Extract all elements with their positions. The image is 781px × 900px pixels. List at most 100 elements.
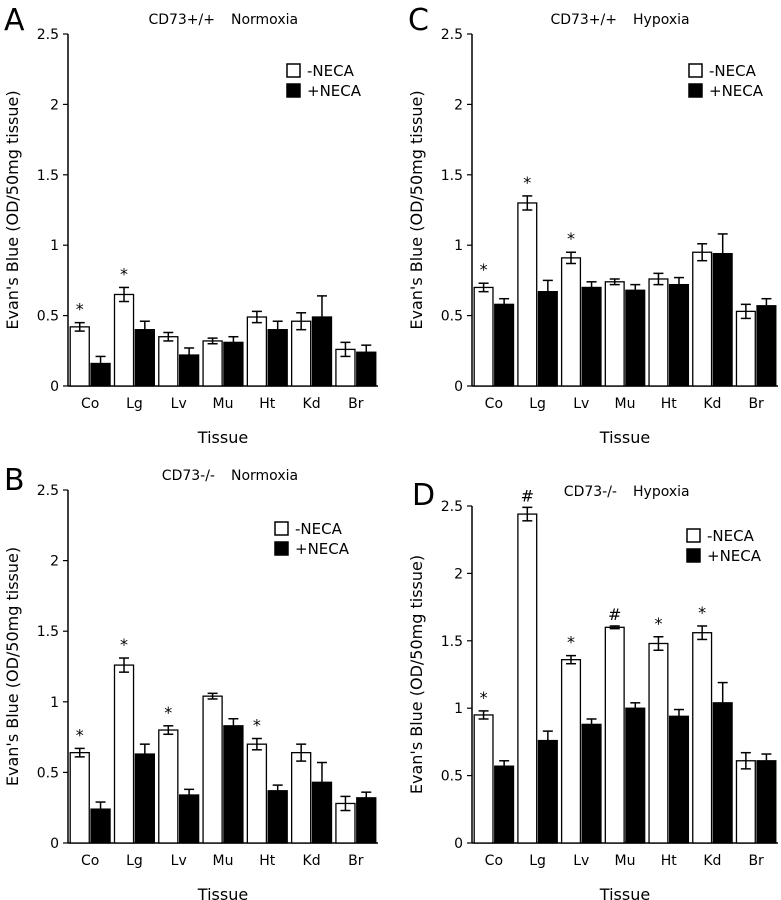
category-label: Br	[348, 396, 364, 412]
legend-label: +NECA	[295, 540, 350, 558]
bar-neca-lg	[537, 739, 558, 844]
significance-marker: *	[253, 716, 261, 735]
significance-marker: *	[76, 725, 84, 744]
bar-neca-lg	[537, 291, 558, 387]
bar-neca-co	[494, 303, 515, 387]
y-tick-label: 1.5	[37, 624, 59, 640]
legend-swatch	[688, 63, 703, 78]
category-label: Co	[485, 396, 503, 412]
legend-swatch	[688, 83, 703, 98]
category-label: Lg	[529, 853, 546, 869]
category-label: Mu	[615, 853, 636, 869]
y-axis-label: Evan's Blue (OD/50mg tissue)	[3, 90, 22, 329]
bar-neca-mu	[625, 707, 646, 844]
bar-neca-lg	[113, 293, 135, 387]
significance-marker: *	[567, 633, 575, 652]
bar-neca-mu	[202, 340, 223, 387]
category-label: Co	[81, 396, 99, 412]
panel-a: A CD73+/+ Normoxia 0 0.5 1 1.5 2 2.5 Evan's Blue …	[3, 3, 378, 447]
category-label: Ht	[661, 853, 678, 869]
bar-neca-br	[735, 760, 756, 844]
category-label: Lg	[126, 396, 143, 412]
category-label: Mu	[615, 396, 636, 412]
bar-neca-co	[69, 326, 90, 387]
y-tick-label: 0	[454, 836, 463, 852]
y-tick-label: 2	[50, 97, 59, 113]
y-tick-label: 1	[50, 238, 59, 254]
bar-neca-ht	[668, 715, 690, 844]
panel-c: C CD73+/+ Hypoxia 0 0.5 1 1.5 2 2.5 Evan's Blue (…	[407, 3, 778, 447]
y-tick-label: 2.5	[441, 27, 463, 43]
chart-title-genotype: CD73+/+	[550, 12, 617, 28]
bar-neca-ht	[648, 642, 669, 844]
panel-d: D CD73-/- Hypoxia 0 0.5 1 1.5 2 2.5 Evan's Blue (…	[407, 478, 778, 900]
bar-neca-mu	[604, 626, 625, 844]
category-label: Kd	[703, 396, 721, 412]
panel-letter: A	[4, 3, 25, 38]
bar-neca-lv	[581, 723, 602, 844]
y-axis-label: Evan's Blue (OD/50mg tissue)	[3, 547, 22, 786]
bar-neca-br	[735, 310, 756, 387]
significance-marker: *	[120, 264, 128, 283]
panel-letter: D	[412, 478, 435, 513]
legend-label: +NECA	[709, 82, 764, 100]
chart-title-genotype: CD73-/-	[162, 468, 215, 484]
legend-label: +NECA	[707, 547, 762, 565]
legend-label: +NECA	[307, 82, 362, 100]
legend-swatch	[686, 548, 701, 563]
bar-neca-co	[494, 765, 515, 844]
legend-label: -NECA	[295, 520, 343, 538]
y-tick-label: 1.5	[441, 168, 463, 184]
chart-title-condition: Normoxia	[231, 12, 298, 28]
y-tick-label: 1.5	[441, 634, 463, 650]
category-label: Br	[748, 853, 764, 869]
significance-marker: *	[480, 688, 488, 707]
bar-neca-lg	[517, 202, 538, 387]
chart-title-condition: Hypoxia	[633, 12, 690, 28]
bar-neca-br	[756, 305, 777, 387]
category-label: Br	[348, 853, 364, 869]
significance-marker: *	[654, 614, 662, 633]
bar-neca-lv	[158, 336, 179, 387]
bar-neca-co	[473, 286, 494, 387]
category-label: Lv	[171, 853, 187, 869]
bar-neca-kd	[692, 251, 713, 387]
significance-marker: *	[480, 260, 488, 279]
bar-neca-lv	[560, 257, 582, 387]
chart-title-genotype: CD73-/-	[564, 484, 617, 500]
panel-letter: B	[4, 463, 25, 498]
significance-marker: *	[120, 635, 128, 654]
bar-neca-lg	[134, 753, 156, 844]
bar-neca-ht	[267, 790, 288, 844]
bar-neca-kd	[290, 751, 312, 844]
bar-neca-kd	[692, 632, 713, 844]
category-label: Kd	[703, 853, 721, 869]
category-label: Lg	[529, 396, 546, 412]
y-tick-label: 0	[50, 836, 59, 852]
chart-title-condition: Hypoxia	[633, 484, 690, 500]
category-label: Kd	[303, 853, 321, 869]
panel-letter: C	[408, 3, 429, 38]
x-axis-label: Tissue	[599, 428, 650, 447]
chart-title-genotype: CD73+/+	[148, 12, 215, 28]
y-tick-label: 2	[50, 554, 59, 570]
legend-swatch	[686, 528, 701, 543]
y-tick-label: 0	[454, 379, 463, 395]
legend-swatch	[274, 521, 289, 536]
y-tick-label: 2.5	[37, 483, 59, 499]
y-tick-label: 1	[454, 701, 463, 717]
bar-neca-mu	[223, 341, 244, 387]
category-label: Lv	[573, 853, 589, 869]
x-axis-label: Tissue	[599, 885, 650, 900]
category-label: Mu	[213, 396, 234, 412]
category-label: Ht	[259, 853, 276, 869]
bar-neca-ht	[648, 278, 669, 387]
category-label: Kd	[303, 396, 321, 412]
y-tick-label: 0.5	[37, 765, 59, 781]
bar-neca-mu	[202, 695, 223, 844]
legend-swatch	[274, 541, 289, 556]
x-axis-label: Tissue	[197, 885, 248, 900]
y-tick-label: 2.5	[37, 27, 59, 43]
significance-marker: *	[698, 603, 706, 622]
